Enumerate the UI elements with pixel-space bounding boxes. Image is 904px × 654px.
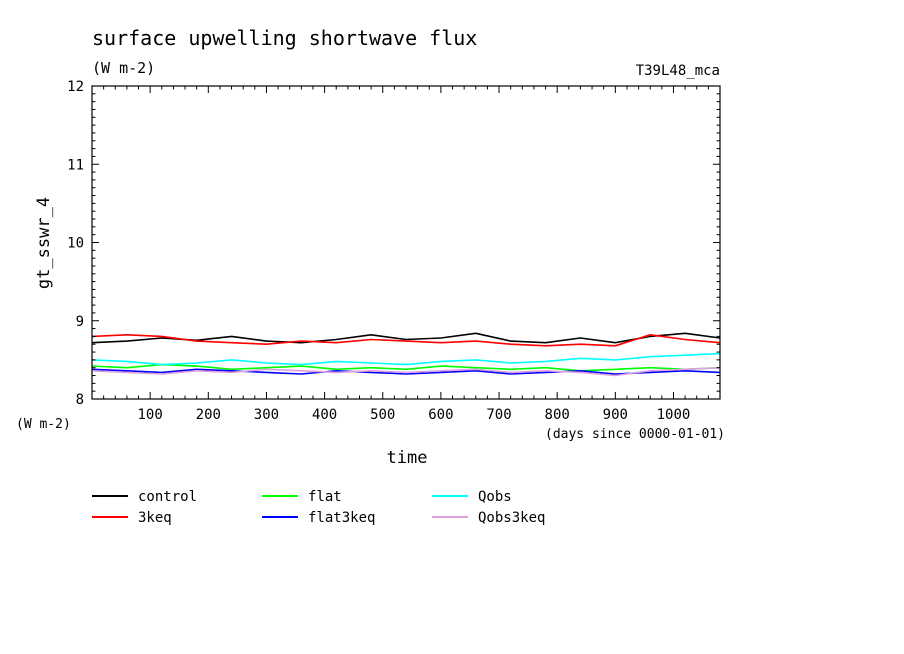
x-tick-label: 100 — [137, 407, 162, 423]
x-tick-label: 600 — [428, 407, 453, 423]
legend-label: 3keq — [138, 510, 172, 526]
legend-label: flat — [308, 489, 342, 505]
x-tick-label: 300 — [254, 407, 279, 423]
experiment-label: T39L48_mca — [636, 63, 720, 79]
legend-label: flat3keq — [308, 510, 375, 526]
series-line-qobs — [91, 352, 721, 366]
y-axis-units: (W m-2) — [16, 417, 71, 432]
legend-label: Qobs3keq — [478, 510, 545, 526]
x-tick-label: 800 — [545, 407, 570, 423]
series-line-flat3keq — [91, 368, 721, 375]
legend-label: Qobs — [478, 489, 512, 505]
x-tick-label: 400 — [312, 407, 337, 423]
series-line-qobs3keq — [91, 366, 721, 377]
legend-label: control — [138, 489, 197, 505]
y-axis-label: gt_sswr_4 — [34, 197, 54, 289]
y-tick-label: 8 — [76, 392, 84, 408]
y-tick-label: 10 — [67, 236, 84, 252]
y-tick-label: 11 — [67, 157, 84, 173]
x-axis-units: (days since 0000-01-01) — [545, 427, 725, 442]
x-axis-label: time — [387, 448, 428, 468]
x-tick-label: 1000 — [657, 407, 691, 423]
series-line-3keq — [91, 334, 721, 347]
y-tick-label: 9 — [76, 314, 84, 330]
plot-lines — [91, 332, 721, 377]
y-tick-label: 12 — [67, 79, 84, 95]
series-line-flat — [91, 363, 721, 372]
axes — [91, 85, 721, 400]
x-tick-labels: 100 200 300 400 500 600 700 800 900 1000 — [137, 407, 690, 423]
x-tick-label: 700 — [486, 407, 511, 423]
chart-units: (W m-2) — [92, 59, 155, 77]
x-tick-label: 500 — [370, 407, 395, 423]
legend: control 3keq flat flat3keq Qobs Qobs3keq — [92, 489, 545, 526]
x-tick-label: 900 — [603, 407, 628, 423]
x-tick-label: 200 — [196, 407, 221, 423]
plot-frame — [91, 85, 721, 400]
y-tick-labels: 8 9 10 11 12 — [67, 79, 84, 408]
chart-title: surface upwelling shortwave flux — [92, 26, 477, 50]
